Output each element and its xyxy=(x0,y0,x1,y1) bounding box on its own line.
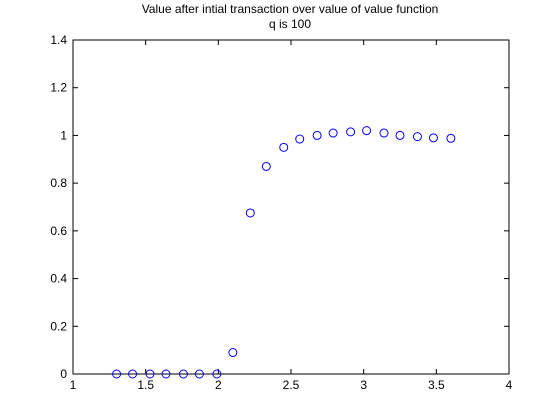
data-point xyxy=(428,133,438,143)
data-point xyxy=(161,369,171,379)
y-tick-label: 1 xyxy=(60,128,67,142)
x-tick-label: 3.5 xyxy=(428,378,445,392)
data-point xyxy=(346,127,356,137)
data-point xyxy=(228,348,238,358)
data-point xyxy=(194,369,204,379)
data-point xyxy=(446,133,456,143)
x-tick-label: 1 xyxy=(70,378,77,392)
data-point xyxy=(312,130,322,140)
data-point xyxy=(279,142,289,152)
x-tick-label: 3 xyxy=(360,378,367,392)
y-tick-label: 0.2 xyxy=(50,319,67,333)
x-tick-label: 4 xyxy=(506,378,513,392)
chart-title-block: Value after intial transaction over valu… xyxy=(0,2,560,32)
data-point xyxy=(245,208,255,218)
data-point xyxy=(261,161,271,171)
data-point xyxy=(112,369,122,379)
data-point xyxy=(178,369,188,379)
y-tick-label: 1.4 xyxy=(50,33,67,47)
chart-subtitle: q is 100 xyxy=(268,17,312,31)
chart-title: Value after intial transaction over valu… xyxy=(141,2,439,16)
data-point xyxy=(128,369,138,379)
y-tick-label: 0 xyxy=(60,367,67,381)
data-point xyxy=(379,128,389,138)
y-tick-label: 0.8 xyxy=(50,176,67,190)
axis-ticks: 1 1.5 2 2.5 3 3.5 4 0 0.2 0.4 0.6 0.8 1 1.2 1.4 xyxy=(50,33,512,392)
data-points xyxy=(112,126,456,379)
y-tick-label: 0.6 xyxy=(50,224,67,238)
data-point xyxy=(328,128,338,138)
data-point xyxy=(395,130,405,140)
data-point xyxy=(362,126,372,136)
x-tick-label: 2 xyxy=(215,378,222,392)
data-point xyxy=(295,134,305,144)
x-tick-label: 1.5 xyxy=(137,378,154,392)
data-point xyxy=(412,132,422,142)
plot-area xyxy=(72,39,510,375)
x-tick-label: 2.5 xyxy=(283,378,300,392)
y-tick-label: 1.2 xyxy=(50,81,67,95)
data-point xyxy=(212,369,222,379)
y-tick-label: 0.4 xyxy=(50,272,67,286)
data-point xyxy=(145,369,155,379)
